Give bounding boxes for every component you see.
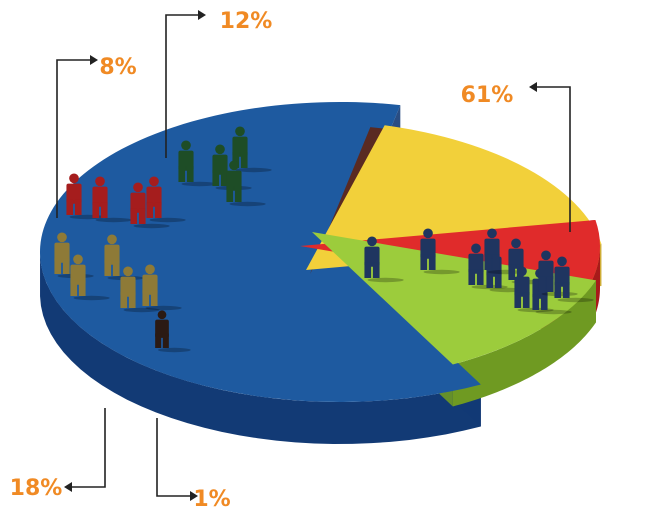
pie-slice-side-0 — [40, 254, 481, 444]
person-figure-icon — [554, 256, 594, 303]
person-figure-icon — [142, 264, 182, 311]
person-figure-icon — [70, 254, 110, 301]
person-figure-icon — [120, 266, 160, 313]
person-figure-icon — [178, 140, 218, 187]
person-figure-icon — [212, 144, 252, 191]
person-figure-icon — [104, 234, 144, 281]
slice-label-4: 12% — [220, 9, 273, 34]
pie-slice-side-4 — [452, 280, 596, 407]
people-figures — [54, 126, 594, 353]
person-figure-icon — [92, 176, 132, 223]
pie-slice-4 — [312, 232, 596, 365]
person-figure-icon — [130, 182, 170, 229]
person-figure-icon — [226, 160, 266, 207]
person-figure-icon — [232, 126, 272, 173]
person-figure-icon — [155, 310, 191, 353]
callout-arrow-0 — [529, 82, 571, 232]
slice-label-1: 1% — [193, 487, 230, 510]
person-figure-icon — [146, 176, 186, 223]
callout-arrow-1 — [156, 418, 198, 501]
person-figure-icon — [54, 232, 94, 279]
pie-top-layer — [40, 102, 602, 402]
person-figure-icon — [364, 236, 404, 283]
callout-arrows — [56, 10, 571, 501]
callout-arrow-3 — [56, 55, 98, 218]
slice-label-2: 18% — [10, 476, 63, 501]
callout-arrow-2 — [64, 408, 106, 492]
slice-label-3: 8% — [99, 55, 136, 80]
person-figure-icon — [420, 228, 460, 275]
person-figure-icon — [66, 173, 106, 220]
percentage-labels: 61% 1% 18% 8% 12% — [10, 9, 514, 510]
slice-label-0: 61% — [461, 83, 514, 108]
callout-arrow-4 — [165, 10, 206, 158]
person-figure-icon — [468, 243, 508, 290]
